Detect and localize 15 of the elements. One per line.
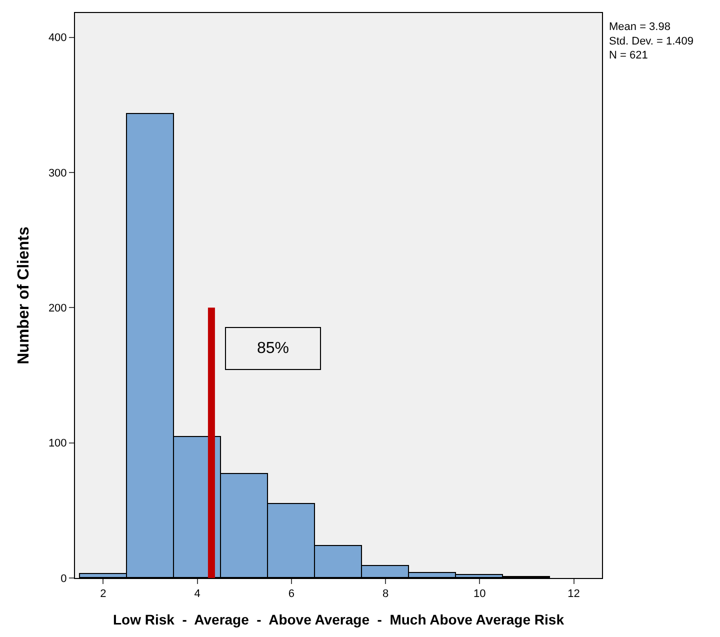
y-tick-label: 300 [48, 167, 67, 180]
x-tick-label: 2 [100, 588, 106, 600]
y-tick-label: 400 [48, 32, 67, 44]
y-tick-label: 100 [48, 438, 67, 450]
y-tick-label: 200 [48, 302, 67, 315]
x-tick-label: 8 [382, 588, 389, 600]
y-tick-label: 0 [60, 572, 67, 585]
x-tick-label: 4 [194, 588, 200, 600]
text: Mean = 3.98 Std. Dev. = 1.409 N = 621 [609, 21, 694, 62]
x-tick-label: 12 [568, 588, 580, 600]
y-axis-title: Number of Clients [15, 226, 32, 364]
annotation: 85% [256, 340, 290, 357]
x-tick-label: 6 [288, 588, 295, 600]
x-tick-label: 10 [474, 588, 486, 600]
x-axis-title: Low Risk - Average - Above Average - Much Above Average Risk [113, 612, 564, 628]
